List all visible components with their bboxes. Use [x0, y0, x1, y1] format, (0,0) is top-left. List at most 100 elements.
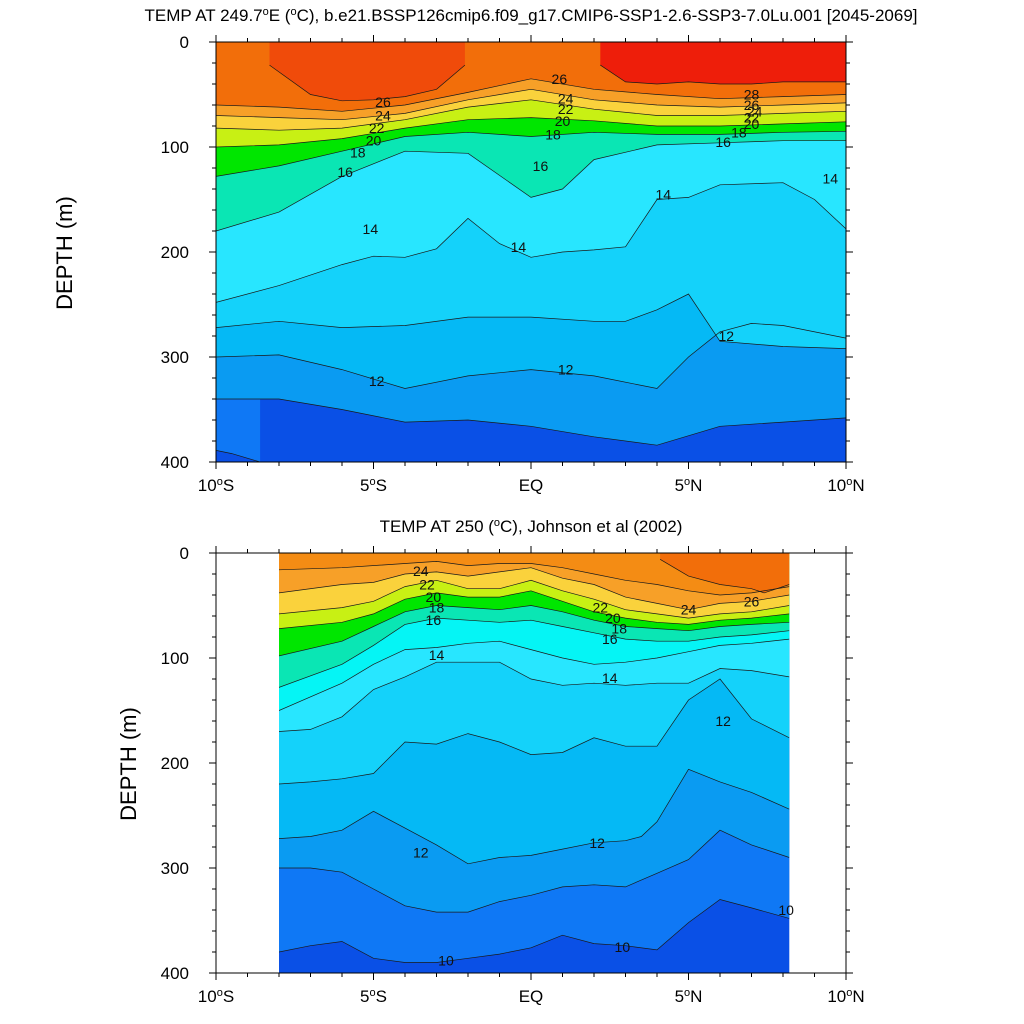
svg-text:10: 10 [778, 902, 794, 918]
contour-label: 18 [429, 600, 445, 616]
isotherm-14 [279, 661, 790, 732]
svg-text:16: 16 [533, 158, 549, 174]
contour-label: 16 [602, 631, 618, 647]
contour-label: 12 [589, 835, 605, 851]
contour-label: 14 [429, 647, 445, 663]
isotherm-11 [279, 829, 790, 913]
svg-text:14: 14 [429, 647, 445, 663]
svg-text:18: 18 [545, 126, 561, 142]
contour-label: 12 [413, 844, 429, 860]
y-tick-label: 200 [161, 754, 189, 773]
y-tick-label: 300 [161, 859, 189, 878]
isotherm-16 [279, 617, 790, 688]
svg-text:24: 24 [558, 91, 574, 107]
svg-text:22: 22 [419, 577, 435, 593]
x-tick-label: 10oN [827, 476, 864, 495]
x-tick-label: 10oS [198, 476, 234, 495]
isotherm-12 [279, 768, 790, 865]
contour-label: 16 [426, 612, 442, 628]
svg-text:18: 18 [611, 621, 627, 637]
contour-label: 20 [555, 113, 571, 129]
contour-label: 14 [822, 171, 838, 187]
svg-text:22: 22 [369, 120, 385, 136]
isotherm-27 [269, 64, 466, 102]
contour-label: 24 [375, 108, 391, 124]
svg-text:24: 24 [375, 108, 391, 124]
contour-label: 24 [681, 602, 697, 618]
svg-text:12: 12 [413, 844, 429, 860]
svg-text:20: 20 [744, 116, 760, 132]
svg-text:20: 20 [605, 610, 621, 626]
fill-band-26 [660, 553, 790, 593]
isotherm-22 [279, 579, 790, 619]
contour-label: 14 [602, 670, 618, 686]
svg-text:18: 18 [350, 144, 366, 160]
x-tick-label: 5oS [360, 476, 387, 495]
y-tick-label: 100 [161, 649, 189, 668]
isotherm-18 [279, 605, 790, 657]
isotherm-14 [216, 182, 846, 303]
svg-text:12: 12 [715, 713, 731, 729]
y-tick-label: 0 [180, 33, 189, 52]
contour-label: 18 [731, 124, 747, 140]
svg-text:14: 14 [822, 171, 838, 187]
fill-band-28 [600, 42, 846, 84]
contour-label: 26 [375, 94, 391, 110]
fill-band-25 [279, 553, 790, 595]
svg-text:10: 10 [615, 939, 631, 955]
isotherm-28 [600, 64, 846, 85]
contour-fills [279, 553, 790, 973]
svg-text:14: 14 [602, 670, 618, 686]
panel-observations: TEMP AT 250 (oC), Johnson et al (2002) D… [116, 517, 865, 1006]
contour-label: 20 [426, 589, 442, 605]
isotherm-12 [216, 323, 846, 389]
svg-text:18: 18 [731, 124, 747, 140]
svg-text:26: 26 [744, 97, 760, 113]
contour-label: 10 [615, 939, 631, 955]
contour-label: 10 [438, 952, 454, 968]
svg-text:14: 14 [363, 221, 379, 237]
x-tick-label: 10oS [198, 987, 234, 1006]
contour-label: 12 [558, 362, 574, 378]
isotherm-20 [216, 117, 846, 148]
contour-label: 28 [744, 87, 760, 103]
svg-text:26: 26 [744, 593, 760, 609]
svg-text:22: 22 [744, 110, 760, 126]
y-tick-label: 200 [161, 243, 189, 262]
contour-label: 26 [744, 593, 760, 609]
svg-text:20: 20 [555, 113, 571, 129]
panel-observations-title: TEMP AT 250 (oC), Johnson et al (2002) [380, 517, 683, 536]
isotherm-13 [279, 678, 790, 785]
contour-label: 20 [605, 610, 621, 626]
isotherm-15 [279, 638, 790, 711]
contour-label: 18 [545, 126, 561, 142]
svg-text:18: 18 [429, 600, 445, 616]
contour-label: 14 [511, 239, 527, 255]
panel-model-y-axis-label: DEPTH (m) [52, 196, 77, 310]
svg-text:12: 12 [558, 362, 574, 378]
y-tick-label: 400 [161, 964, 189, 983]
contour-label: 16 [533, 158, 549, 174]
svg-text:12: 12 [719, 328, 735, 344]
svg-text:22: 22 [593, 600, 609, 616]
fill-band-27 [269, 42, 465, 101]
contour-label: 18 [611, 621, 627, 637]
svg-text:28: 28 [744, 87, 760, 103]
contour-label: 10 [778, 902, 794, 918]
isotherm-22 [216, 99, 846, 131]
contour-label: 14 [656, 186, 672, 202]
y-tick-label: 100 [161, 138, 189, 157]
isotherm-13 [216, 293, 846, 349]
contour-fills [216, 42, 846, 462]
x-tick-label: 5oN [675, 987, 703, 1006]
x-tick-label: EQ [519, 476, 544, 495]
y-tick-label: 400 [161, 453, 189, 472]
contour-label: 26 [744, 97, 760, 113]
svg-text:16: 16 [426, 612, 442, 628]
svg-text:16: 16 [337, 164, 353, 180]
x-tick-label: 10oN [827, 987, 864, 1006]
contour-label: 16 [337, 164, 353, 180]
contour-label: 18 [350, 144, 366, 160]
contour-label: 16 [715, 134, 731, 150]
